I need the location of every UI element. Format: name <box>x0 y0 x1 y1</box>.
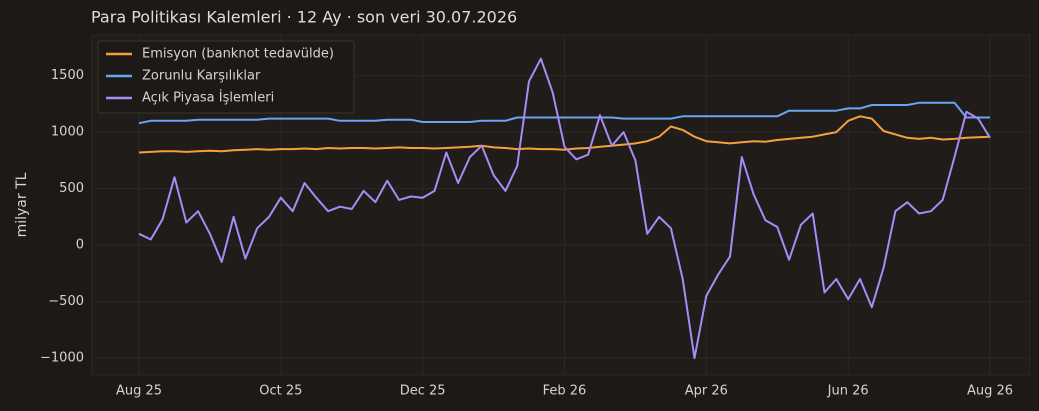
chart-title: Para Politikası Kalemleri · 12 Ay · son … <box>91 8 517 27</box>
x-tick-label: Jun 26 <box>827 384 869 399</box>
legend-label: Emisyon (banknot tedavülde) <box>142 47 334 62</box>
legend-box <box>97 40 355 114</box>
y-tick-label: 1500 <box>51 68 84 83</box>
y-axis-label: milyar TL <box>14 172 30 237</box>
x-tick-label: Apr 26 <box>685 384 728 399</box>
y-tick-label: 0 <box>76 238 84 253</box>
series-line <box>138 57 991 360</box>
x-tick-label: Dec 25 <box>400 384 446 399</box>
legend-label: Açık Piyasa İşlemleri <box>142 90 274 106</box>
y-tick-label: −500 <box>48 294 84 309</box>
y-tick-label: 500 <box>59 181 84 196</box>
y-tick-label: 1000 <box>51 125 84 140</box>
x-tick-label: Oct 25 <box>259 384 302 399</box>
x-tick-label: Feb 26 <box>543 384 587 399</box>
legend: Emisyon (banknot tedavülde) Zorunlu Karşı… <box>97 40 355 114</box>
y-tick-label: −1000 <box>40 351 84 366</box>
series-line <box>138 115 991 154</box>
series-line <box>138 101 990 125</box>
x-tick-label: Aug 25 <box>116 384 162 399</box>
legend-label: Zorunlu Karşılıklar <box>142 69 261 84</box>
x-tick-label: Aug 26 <box>967 384 1013 399</box>
